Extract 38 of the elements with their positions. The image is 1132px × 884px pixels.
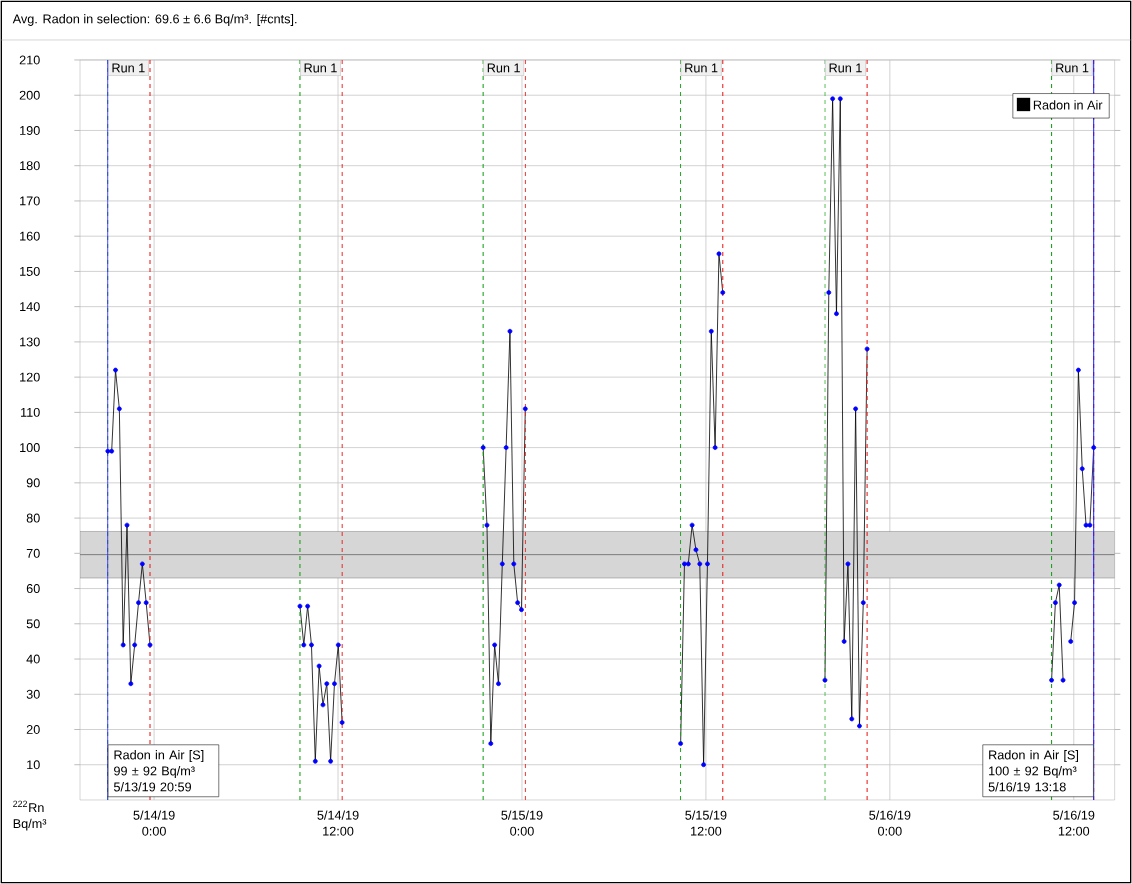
y-tick-label: 200: [19, 90, 40, 100]
ref-line-label: Run 1: [685, 63, 718, 73]
y-tick-label: 10: [27, 760, 40, 770]
y-tick-label: 70: [26, 548, 40, 558]
ref-line-label: Radon in Air [S] 99 ± 92 Bq/m³ 5/13/19 20:59: [113, 750, 204, 792]
y-tick-label: 160: [20, 231, 40, 241]
y-tick-label: 60: [26, 584, 40, 594]
y-tick-label: 180: [20, 161, 40, 171]
y-tick-label: 150: [20, 266, 40, 276]
x-tick-label: 5/15/19 0:00: [501, 810, 543, 836]
ref-line-label: Run 1: [829, 63, 862, 73]
x-tick-label: 5/15/19 12:00: [685, 810, 727, 836]
x-tick-label: 5/16/19 12:00: [1053, 810, 1095, 836]
y-tick-label: 140: [20, 302, 40, 312]
y-tick-label: 90: [26, 478, 40, 488]
y-tick-label: 120: [20, 372, 40, 382]
ref-line-label: Run 1: [1056, 63, 1089, 73]
y-tick-label: 100: [20, 443, 40, 453]
chart-title: Avg. Radon in selection: 69.6 ± 6.6 Bq/m³. [#cnts].: [12, 14, 297, 26]
ref-line-label: Run 1: [304, 63, 337, 73]
y-tick-label: 190: [20, 125, 40, 135]
y-tick-label: 20: [26, 725, 40, 734]
y-tick-label: 50: [26, 619, 40, 629]
legend-label: Radon in Air: [1033, 100, 1103, 110]
x-tick-label: 5/14/19 0:00: [133, 810, 175, 836]
ref-line-label: Run 1: [112, 63, 145, 73]
ref-line-label: Run 1: [487, 63, 520, 73]
y-tick-label: 110: [21, 407, 40, 417]
y-tick-label: 80: [26, 513, 40, 523]
x-tick-label: 5/14/19 12:00: [317, 810, 359, 836]
y-tick-label: 170: [20, 196, 40, 206]
y-tick-label: 40: [26, 654, 40, 664]
y-tick-label: 210: [19, 55, 40, 65]
x-tick-label: 5/16/19 0:00: [869, 810, 911, 836]
y-axis-title: $^{222}$Rn Bq/m³: [13, 800, 47, 831]
ref-line-label: Radon in Air [S] 100 ± 92 Bq/m³ 5/16/19 13:18: [988, 750, 1079, 792]
y-tick-label: 30: [26, 689, 40, 699]
y-tick-label: 130: [20, 337, 40, 347]
